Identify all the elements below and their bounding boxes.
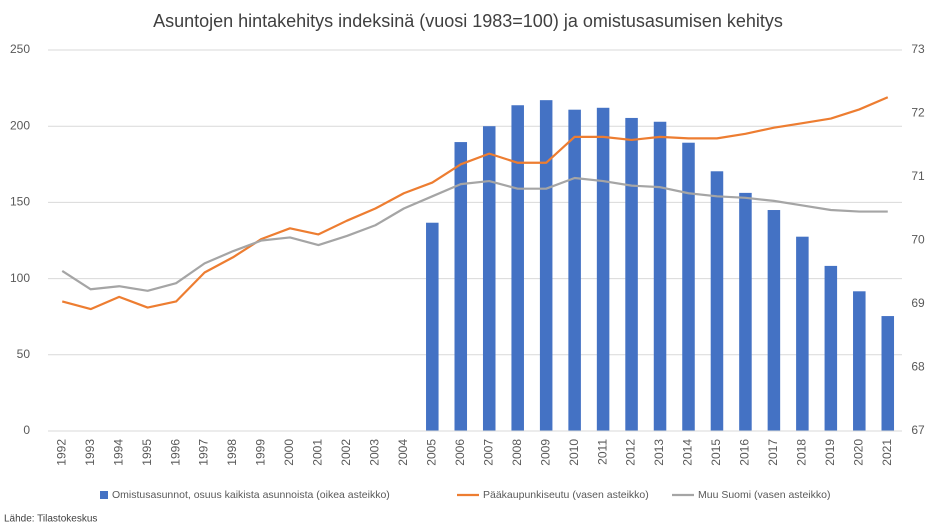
x-tick-label: 1996 (168, 439, 182, 466)
x-tick-label: 2021 (880, 439, 894, 466)
x-tick-label: 2008 (510, 439, 524, 466)
y2-tick-label: 71 (911, 169, 925, 183)
y-tick-label: 200 (10, 118, 30, 132)
x-tick-label: 2000 (282, 439, 296, 466)
bar (739, 192, 752, 431)
source: Lähde: Tilastokeskus (4, 514, 97, 525)
x-tick-label: 2010 (567, 439, 581, 466)
x-tick-label: 2002 (339, 439, 353, 466)
y2-tick-label: 70 (911, 233, 925, 247)
x-tick-label: 1999 (254, 439, 268, 466)
bar (539, 100, 553, 431)
bar (710, 171, 724, 431)
x-tick-label: 2007 (481, 439, 495, 466)
x-tick-label: 1995 (140, 439, 154, 466)
x-tick-label: 1994 (111, 439, 125, 466)
x-tick-label: 2019 (823, 439, 837, 466)
bar (824, 265, 838, 431)
y-tick-label: 150 (10, 195, 30, 209)
y-tick-label: 100 (10, 271, 30, 285)
bar (596, 107, 610, 431)
line (61, 176, 888, 292)
x-tick-label: 2020 (851, 439, 865, 466)
y-tick-label: 0 (23, 423, 30, 437)
y2-tick-label: 73 (911, 42, 925, 56)
x-tick-label: 2005 (424, 439, 438, 466)
x-tick-label: 2017 (766, 439, 780, 466)
y2-tick-label: 67 (911, 423, 925, 437)
bar (796, 236, 809, 431)
bar (482, 126, 496, 431)
bar (454, 142, 468, 431)
legend-label: Muu Suomi (vasen asteikko) (698, 489, 830, 501)
y2-tick-label: 72 (911, 106, 925, 120)
bar (511, 105, 524, 432)
bar (881, 316, 895, 431)
x-tick-label: 2011 (595, 439, 609, 465)
x-tick-label: 1998 (225, 439, 239, 466)
legend-swatch (100, 491, 108, 499)
bar (767, 210, 781, 431)
y2-tick-label: 69 (911, 296, 925, 310)
bar (568, 109, 581, 431)
x-tick-label: 2004 (396, 439, 410, 466)
x-tick-label: 2015 (709, 439, 723, 466)
x-tick-label: 2014 (681, 439, 695, 466)
bar (853, 291, 866, 431)
x-tick-label: 1993 (83, 439, 97, 466)
x-tick-label: 2006 (453, 439, 467, 466)
bar (426, 222, 439, 431)
line (61, 96, 889, 311)
x-tick-label: 2009 (538, 439, 552, 466)
y-tick-label: 50 (17, 347, 31, 361)
chart-title: Asuntojen hintakehitys indeksinä (vuosi … (153, 11, 783, 31)
x-tick-label: 2013 (652, 439, 666, 466)
bar (682, 142, 695, 431)
y2-tick-label: 68 (911, 360, 925, 374)
x-tick-label: 1992 (54, 439, 68, 466)
x-tick-label: 2003 (368, 439, 382, 466)
x-tick-label: 2018 (795, 439, 809, 466)
bar (653, 121, 667, 431)
legend-label: Pääkaupunkiseutu (vasen asteikko) (483, 489, 649, 501)
x-tick-label: 2016 (738, 439, 752, 466)
x-tick-label: 2001 (311, 439, 325, 466)
legend-label: Omistusasunnot, osuus kaikista asunnoist… (112, 489, 390, 501)
x-tick-label: 2012 (624, 439, 638, 466)
x-tick-label: 1997 (197, 439, 211, 466)
bar (625, 117, 638, 431)
y-tick-label: 250 (10, 42, 30, 56)
